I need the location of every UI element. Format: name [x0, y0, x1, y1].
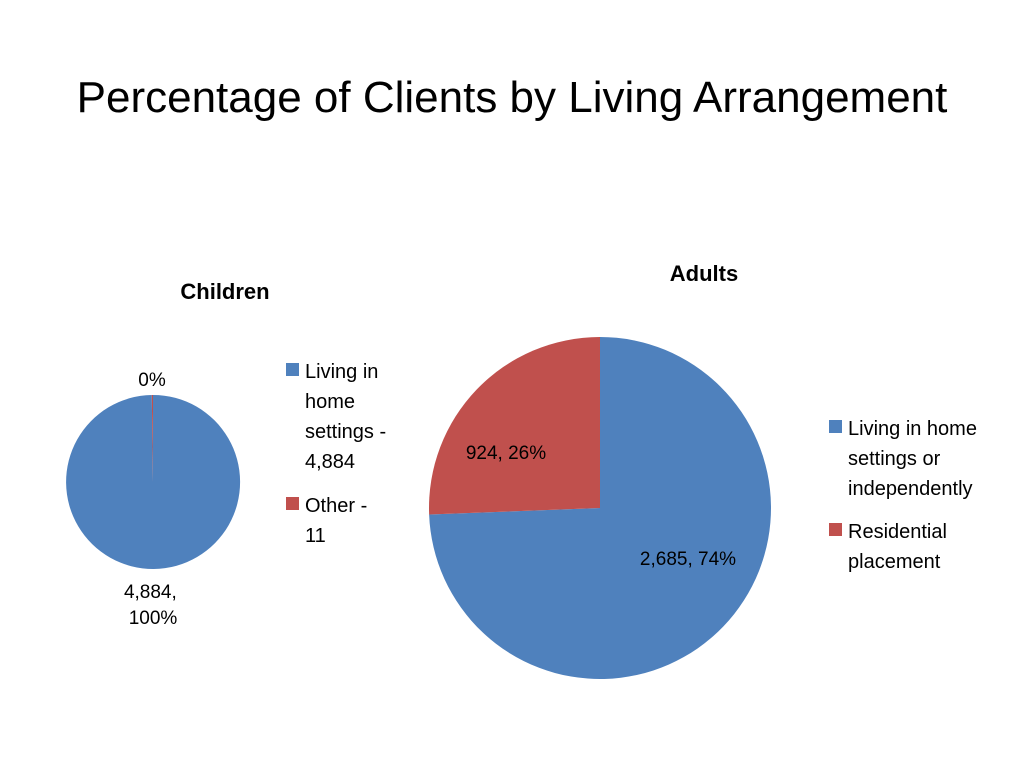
adults-chart-title: Adults [670, 261, 738, 286]
adults-label-residential: 924, 26% [466, 443, 546, 464]
adults-data-labels: 924, 26% 2,685, 74% [466, 443, 736, 570]
legend-item-children-home: Living in home settings - 4,884 [286, 361, 392, 473]
legend-swatch-red [829, 523, 842, 536]
children-label-other: 0% [138, 370, 166, 391]
slide-title: Percentage of Clients by Living Arrangem… [76, 73, 948, 122]
chart-adults: Adults 924, 26% 2,685, 74% Living in hom… [428, 261, 983, 679]
children-slice-1 [151, 395, 153, 482]
chart-children: Children 0% 4,884, 100% Living in home s… [66, 279, 392, 629]
adults-label-home: 2,685, 74% [640, 549, 736, 570]
adults-legend: Living in home settings or independently… [829, 418, 983, 573]
adults-slice-1 [428, 337, 600, 515]
legend-text: Living in home settings or independently [848, 418, 983, 500]
legend-item-adults-residential: Residential placement [829, 521, 953, 573]
legend-text: Other - 11 [305, 495, 373, 547]
legend-item-children-other: Other - 11 [286, 495, 373, 547]
children-label-home: 4,884, 100% [124, 582, 182, 629]
children-data-labels: 0% 4,884, 100% [124, 370, 182, 629]
children-slice-0 [66, 394, 241, 569]
adults-pie [428, 337, 771, 679]
children-pie [66, 394, 241, 569]
legend-text: Living in home settings - 4,884 [305, 361, 392, 473]
legend-swatch-blue [286, 363, 299, 376]
legend-text: Residential placement [848, 521, 953, 573]
legend-item-adults-home: Living in home settings or independently [829, 418, 983, 500]
children-chart-title: Children [180, 279, 269, 304]
children-legend: Living in home settings - 4,884 Other - … [286, 361, 392, 547]
legend-swatch-red [286, 497, 299, 510]
legend-swatch-blue [829, 420, 842, 433]
adults-slice-0 [429, 337, 771, 679]
